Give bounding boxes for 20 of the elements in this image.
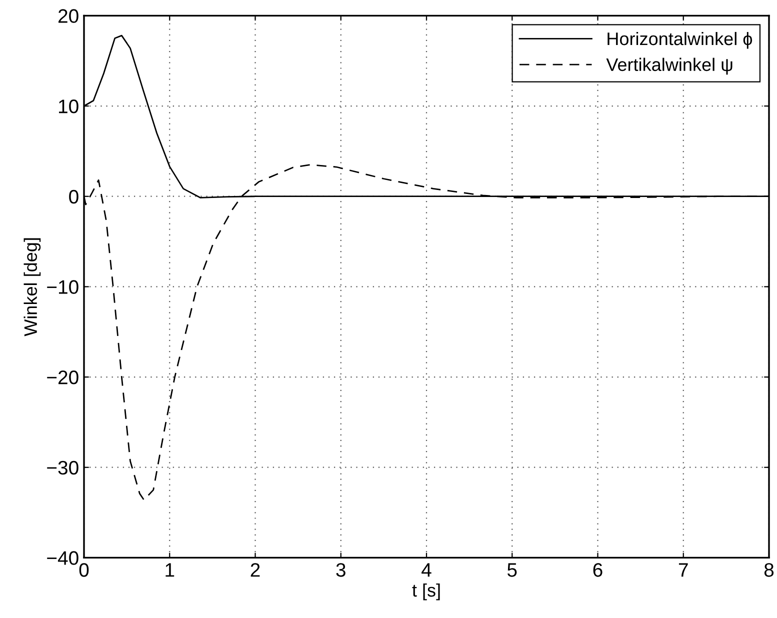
x-tick-label: 4 (422, 563, 432, 577)
x-tick-label: 5 (507, 563, 517, 577)
legend-label: Vertikalwinkel ψ (606, 58, 732, 75)
y-tick-label: 0 (69, 190, 78, 204)
x-tick-label: 2 (250, 563, 260, 577)
x-tick-label: 0 (79, 563, 89, 577)
x-tick-label: 6 (593, 563, 602, 577)
y-tick-label: −10 (47, 280, 78, 294)
y-tick-label: −20 (47, 370, 78, 384)
legend-label: Horizontalwinkel ϕ (608, 32, 752, 49)
x-tick-label: 1 (166, 563, 174, 577)
y-tick-label: −30 (47, 460, 78, 475)
y-tick-label: 20 (58, 9, 78, 23)
y-tick-label: 10 (58, 100, 78, 114)
x-axis-title: t [s] (412, 583, 440, 600)
x-tick-label: 3 (336, 563, 346, 577)
x-tick-label: 7 (678, 563, 688, 577)
y-tick-label: −40 (47, 551, 78, 565)
x-tick-label: 8 (764, 563, 774, 577)
y-axis-title: Winkel [deg] (24, 238, 41, 336)
